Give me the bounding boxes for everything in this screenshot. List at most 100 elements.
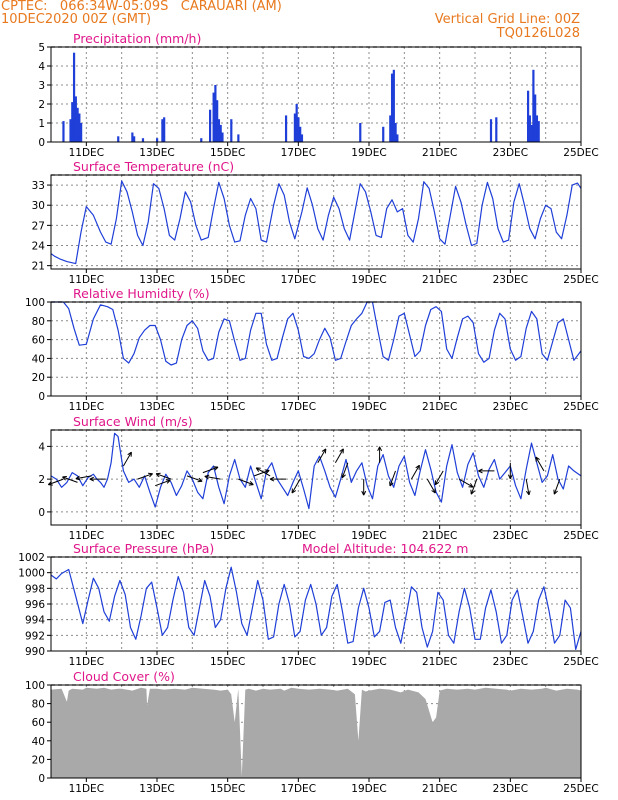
- precip-bar: [489, 119, 493, 142]
- panel-frame: [50, 174, 582, 270]
- wind-arrow: [204, 474, 221, 480]
- wind-arrow: [389, 470, 396, 487]
- precip-bar: [163, 117, 166, 142]
- x-tick-label: 21DEC: [422, 147, 457, 159]
- precip-bar: [212, 92, 215, 142]
- precip-bar: [382, 126, 385, 142]
- wind-arrow-shaft: [470, 478, 478, 495]
- x-tick-label: 17DEC: [281, 147, 316, 159]
- x-tick-label: 23DEC: [493, 401, 528, 413]
- wind-arrow-head: [204, 474, 210, 477]
- wind-arrow-head: [269, 476, 275, 480]
- wind-arrow-head: [469, 483, 474, 488]
- precip-bar: [69, 119, 72, 142]
- wind-arrow-shaft: [291, 478, 301, 494]
- x-tick-label: 19DEC: [351, 530, 386, 542]
- wind-arrow-shaft: [155, 479, 171, 487]
- x-tick-label: 21DEC: [422, 656, 457, 668]
- precip-bar: [219, 124, 222, 142]
- y-tick-label: 0: [38, 391, 45, 403]
- precip-bar: [62, 121, 65, 142]
- precip-bar: [537, 121, 540, 142]
- precip-bar: [221, 132, 224, 142]
- precip-bar: [161, 119, 164, 142]
- panel-frame: [50, 684, 582, 779]
- y-tick-label: 2: [38, 474, 45, 486]
- wind-arrow-shaft: [458, 478, 474, 488]
- x-tick-label: 19DEC: [351, 274, 386, 286]
- wind-arrow: [525, 479, 531, 496]
- panel-frame: [50, 556, 582, 652]
- precip-bar: [389, 115, 392, 142]
- wind-arrow-head: [377, 446, 381, 452]
- wind-arrow: [89, 476, 106, 482]
- x-tick-label: 11DEC: [69, 530, 104, 542]
- y-tick-label: 4: [38, 441, 45, 453]
- wind-arrow-head: [166, 479, 171, 484]
- y-tick-label: 1002: [18, 552, 45, 564]
- wind-arrow-head: [478, 468, 483, 472]
- x-tick-label: 23DEC: [493, 147, 528, 159]
- wind-arrow-head: [89, 478, 95, 482]
- x-tick-label: 25DEC: [563, 401, 598, 413]
- wind-arrow-head: [525, 490, 530, 496]
- y-tick-label: 992: [25, 630, 45, 642]
- precip-bar: [295, 104, 298, 142]
- x-tick-label: 15DEC: [210, 401, 245, 413]
- wind-arrow: [334, 448, 344, 464]
- wind-arrow: [122, 451, 132, 467]
- y-tick-label: 27: [32, 220, 45, 232]
- wind-arrow-head: [470, 489, 472, 495]
- y-tick-label: 20: [32, 754, 45, 766]
- wind-arrow: [255, 467, 271, 477]
- x-tick-label: 13DEC: [139, 401, 174, 413]
- wind-arrow-head: [255, 467, 260, 472]
- precip-bar: [133, 136, 136, 142]
- x-tick-label: 15DEC: [210, 656, 245, 668]
- wind-arrow-head: [535, 456, 540, 461]
- panel-1: 0 1 2 3 4 5 11DEC 13DEC 15DEC 17DEC 19DEC 21DEC 23DE…: [38, 31, 598, 159]
- x-tick-label: 25DEC: [563, 783, 598, 795]
- precip-bar: [300, 134, 304, 142]
- wind-arrow-head: [249, 481, 254, 485]
- wind-arrow: [155, 479, 171, 487]
- x-tick-label: 19DEC: [351, 401, 386, 413]
- panel-title: Surface Temperature (nC): [73, 159, 234, 174]
- precip-bar: [284, 115, 288, 142]
- y-tick-label: 2: [38, 99, 45, 111]
- wind-arrow: [186, 475, 203, 483]
- x-tick-label: 15DEC: [210, 274, 245, 286]
- wind-arrow-shaft: [122, 451, 132, 467]
- wind-arrow-head: [389, 482, 394, 487]
- precip-bar: [141, 138, 145, 142]
- y-tick-label: 20: [32, 372, 45, 384]
- wind-arrow-shaft: [238, 478, 254, 486]
- wind-arrow: [75, 475, 92, 481]
- wind-arrow: [238, 478, 254, 486]
- wind-arrow-shaft: [186, 475, 203, 482]
- wind-arrow-shaft: [389, 470, 396, 487]
- wind-arrow: [317, 448, 327, 464]
- x-tick-label: 21DEC: [422, 783, 457, 795]
- wind-arrow: [535, 456, 545, 472]
- y-tick-label: 40: [32, 353, 45, 365]
- wind-arrow: [410, 464, 420, 480]
- panel-title: Surface Wind (m/s): [73, 414, 193, 429]
- header-datetime: 10DEC2020 00Z (GMT): [1, 12, 152, 27]
- y-tick-label: 1000: [18, 568, 45, 580]
- wind-arrow-head: [361, 490, 365, 496]
- panel-title: Relative Humidity (%): [73, 286, 210, 301]
- panel-6: 0 20 40 60 80 100 11DEC 13DEC 15DEC 17DEC 19DEC 21D…: [25, 669, 599, 795]
- panel-title: Cloud Cover (%): [73, 669, 175, 684]
- header-location: CPTEC: 066:34W-05:09S CARAUARI (AM): [1, 0, 282, 14]
- y-tick-label: 100: [25, 680, 45, 692]
- wind-arrow-shaft: [202, 466, 219, 474]
- panel-annotation: Model Altitude: 104.622 m: [302, 541, 468, 556]
- header-grid-note: Vertical Grid Line: 00Z: [434, 12, 580, 27]
- x-tick-label: 11DEC: [69, 783, 104, 795]
- wind-arrow-head: [379, 446, 383, 452]
- wind-arrow-head: [204, 475, 209, 480]
- x-tick-label: 17DEC: [281, 274, 316, 286]
- wind-arrow: [361, 479, 367, 496]
- wind-arrow-head: [75, 478, 81, 481]
